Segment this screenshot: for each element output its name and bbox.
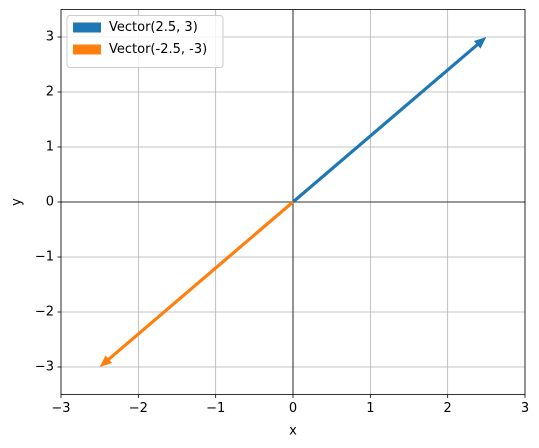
legend-label: Vector(2.5, 3) xyxy=(109,20,198,35)
plot-frame xyxy=(60,9,526,395)
x-tick-label: −3 xyxy=(51,401,70,416)
x-tick-label: 0 xyxy=(289,401,297,416)
legend-label: Vector(-2.5, -3) xyxy=(109,42,207,57)
y-tick-label: 2 xyxy=(46,85,54,100)
y-tick-label: 0 xyxy=(46,195,54,210)
y-tick-label: −2 xyxy=(35,305,54,320)
legend-swatch xyxy=(73,44,101,55)
x-tick-label: 3 xyxy=(521,401,529,416)
x-tick-label: −2 xyxy=(129,401,148,416)
x-tick-label: −1 xyxy=(206,401,225,416)
vector-arrow xyxy=(99,200,295,367)
x-tick-label: 2 xyxy=(444,401,452,416)
y-tick-label: −1 xyxy=(35,250,54,265)
y-tick-label: 3 xyxy=(46,30,54,45)
legend-box xyxy=(66,15,224,68)
y-tick-label: −3 xyxy=(35,360,54,375)
x-tick-label: 1 xyxy=(366,401,374,416)
legend-swatch xyxy=(73,22,101,33)
y-tick-label: 1 xyxy=(46,140,54,155)
vector-arrow xyxy=(291,37,487,204)
x-axis-label: x xyxy=(289,424,297,439)
y-axis-label: y xyxy=(10,198,25,206)
